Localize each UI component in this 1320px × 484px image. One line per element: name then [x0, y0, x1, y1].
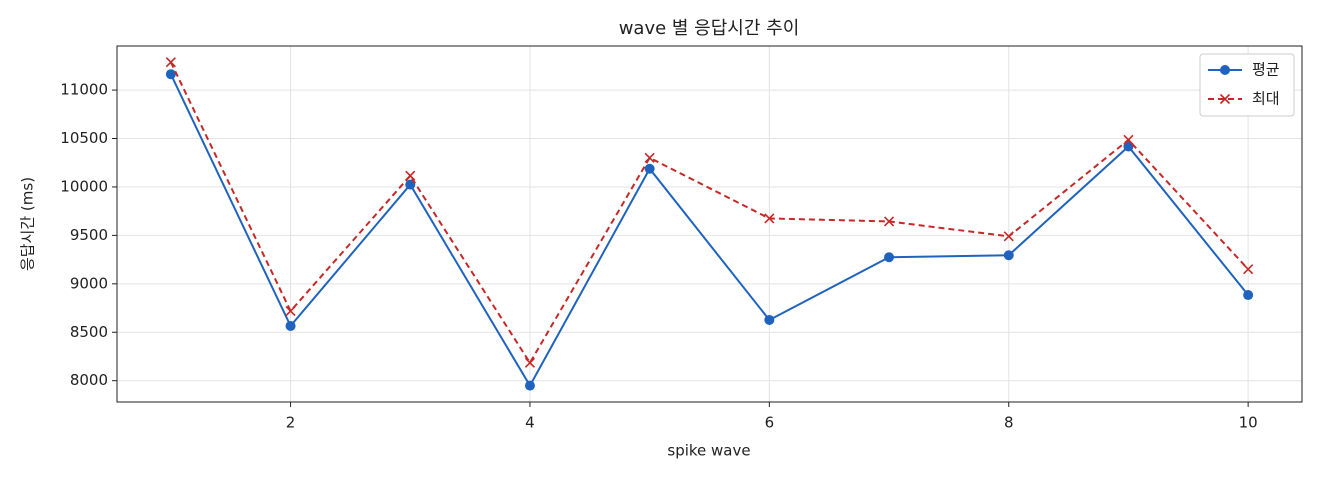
x-tick-label: 10 [1239, 414, 1258, 432]
marker [764, 213, 775, 224]
marker [165, 57, 176, 68]
y-tick-label: 9500 [70, 226, 108, 244]
marker [884, 252, 895, 263]
marker [1123, 141, 1134, 152]
x-axis-label: spike wave [667, 442, 750, 460]
plot-frame [116, 45, 1303, 403]
x-tick-label: 6 [765, 414, 775, 432]
y-tick-label: 9000 [70, 274, 108, 292]
marker [285, 305, 296, 317]
marker [524, 380, 535, 391]
marker [1243, 264, 1254, 275]
marker [644, 163, 655, 174]
marker [165, 69, 176, 80]
legend-marker [1219, 93, 1231, 105]
marker [524, 357, 536, 368]
marker [285, 320, 296, 331]
chart-title: wave 별 응답시간 추이 [619, 18, 800, 39]
y-tick-label: 8000 [70, 371, 108, 389]
y-tick-label: 8500 [70, 323, 108, 341]
x-tick-label: 8 [1004, 414, 1014, 432]
marker [883, 216, 895, 227]
y-tick-label: 10000 [60, 177, 108, 195]
marker [1243, 290, 1254, 301]
legend-label: 평균 [1252, 61, 1280, 79]
x-tick-label: 2 [286, 414, 296, 432]
x-tick-label: 4 [525, 414, 535, 432]
marker [1003, 250, 1014, 261]
series-line [169, 73, 1249, 388]
y-tick-label: 11000 [60, 81, 108, 99]
series-line [169, 61, 1249, 365]
y-tick-label: 10500 [60, 129, 108, 147]
marker [764, 314, 775, 325]
marker [1123, 134, 1134, 145]
legend-marker [1220, 65, 1230, 75]
legend-label: 최대 [1252, 90, 1280, 108]
y-axis-label: 응답시간 (ms) [19, 177, 37, 271]
marker [405, 170, 416, 181]
marker [405, 179, 416, 190]
marker [644, 152, 655, 163]
legend-box [1199, 53, 1295, 117]
marker [1003, 231, 1014, 242]
